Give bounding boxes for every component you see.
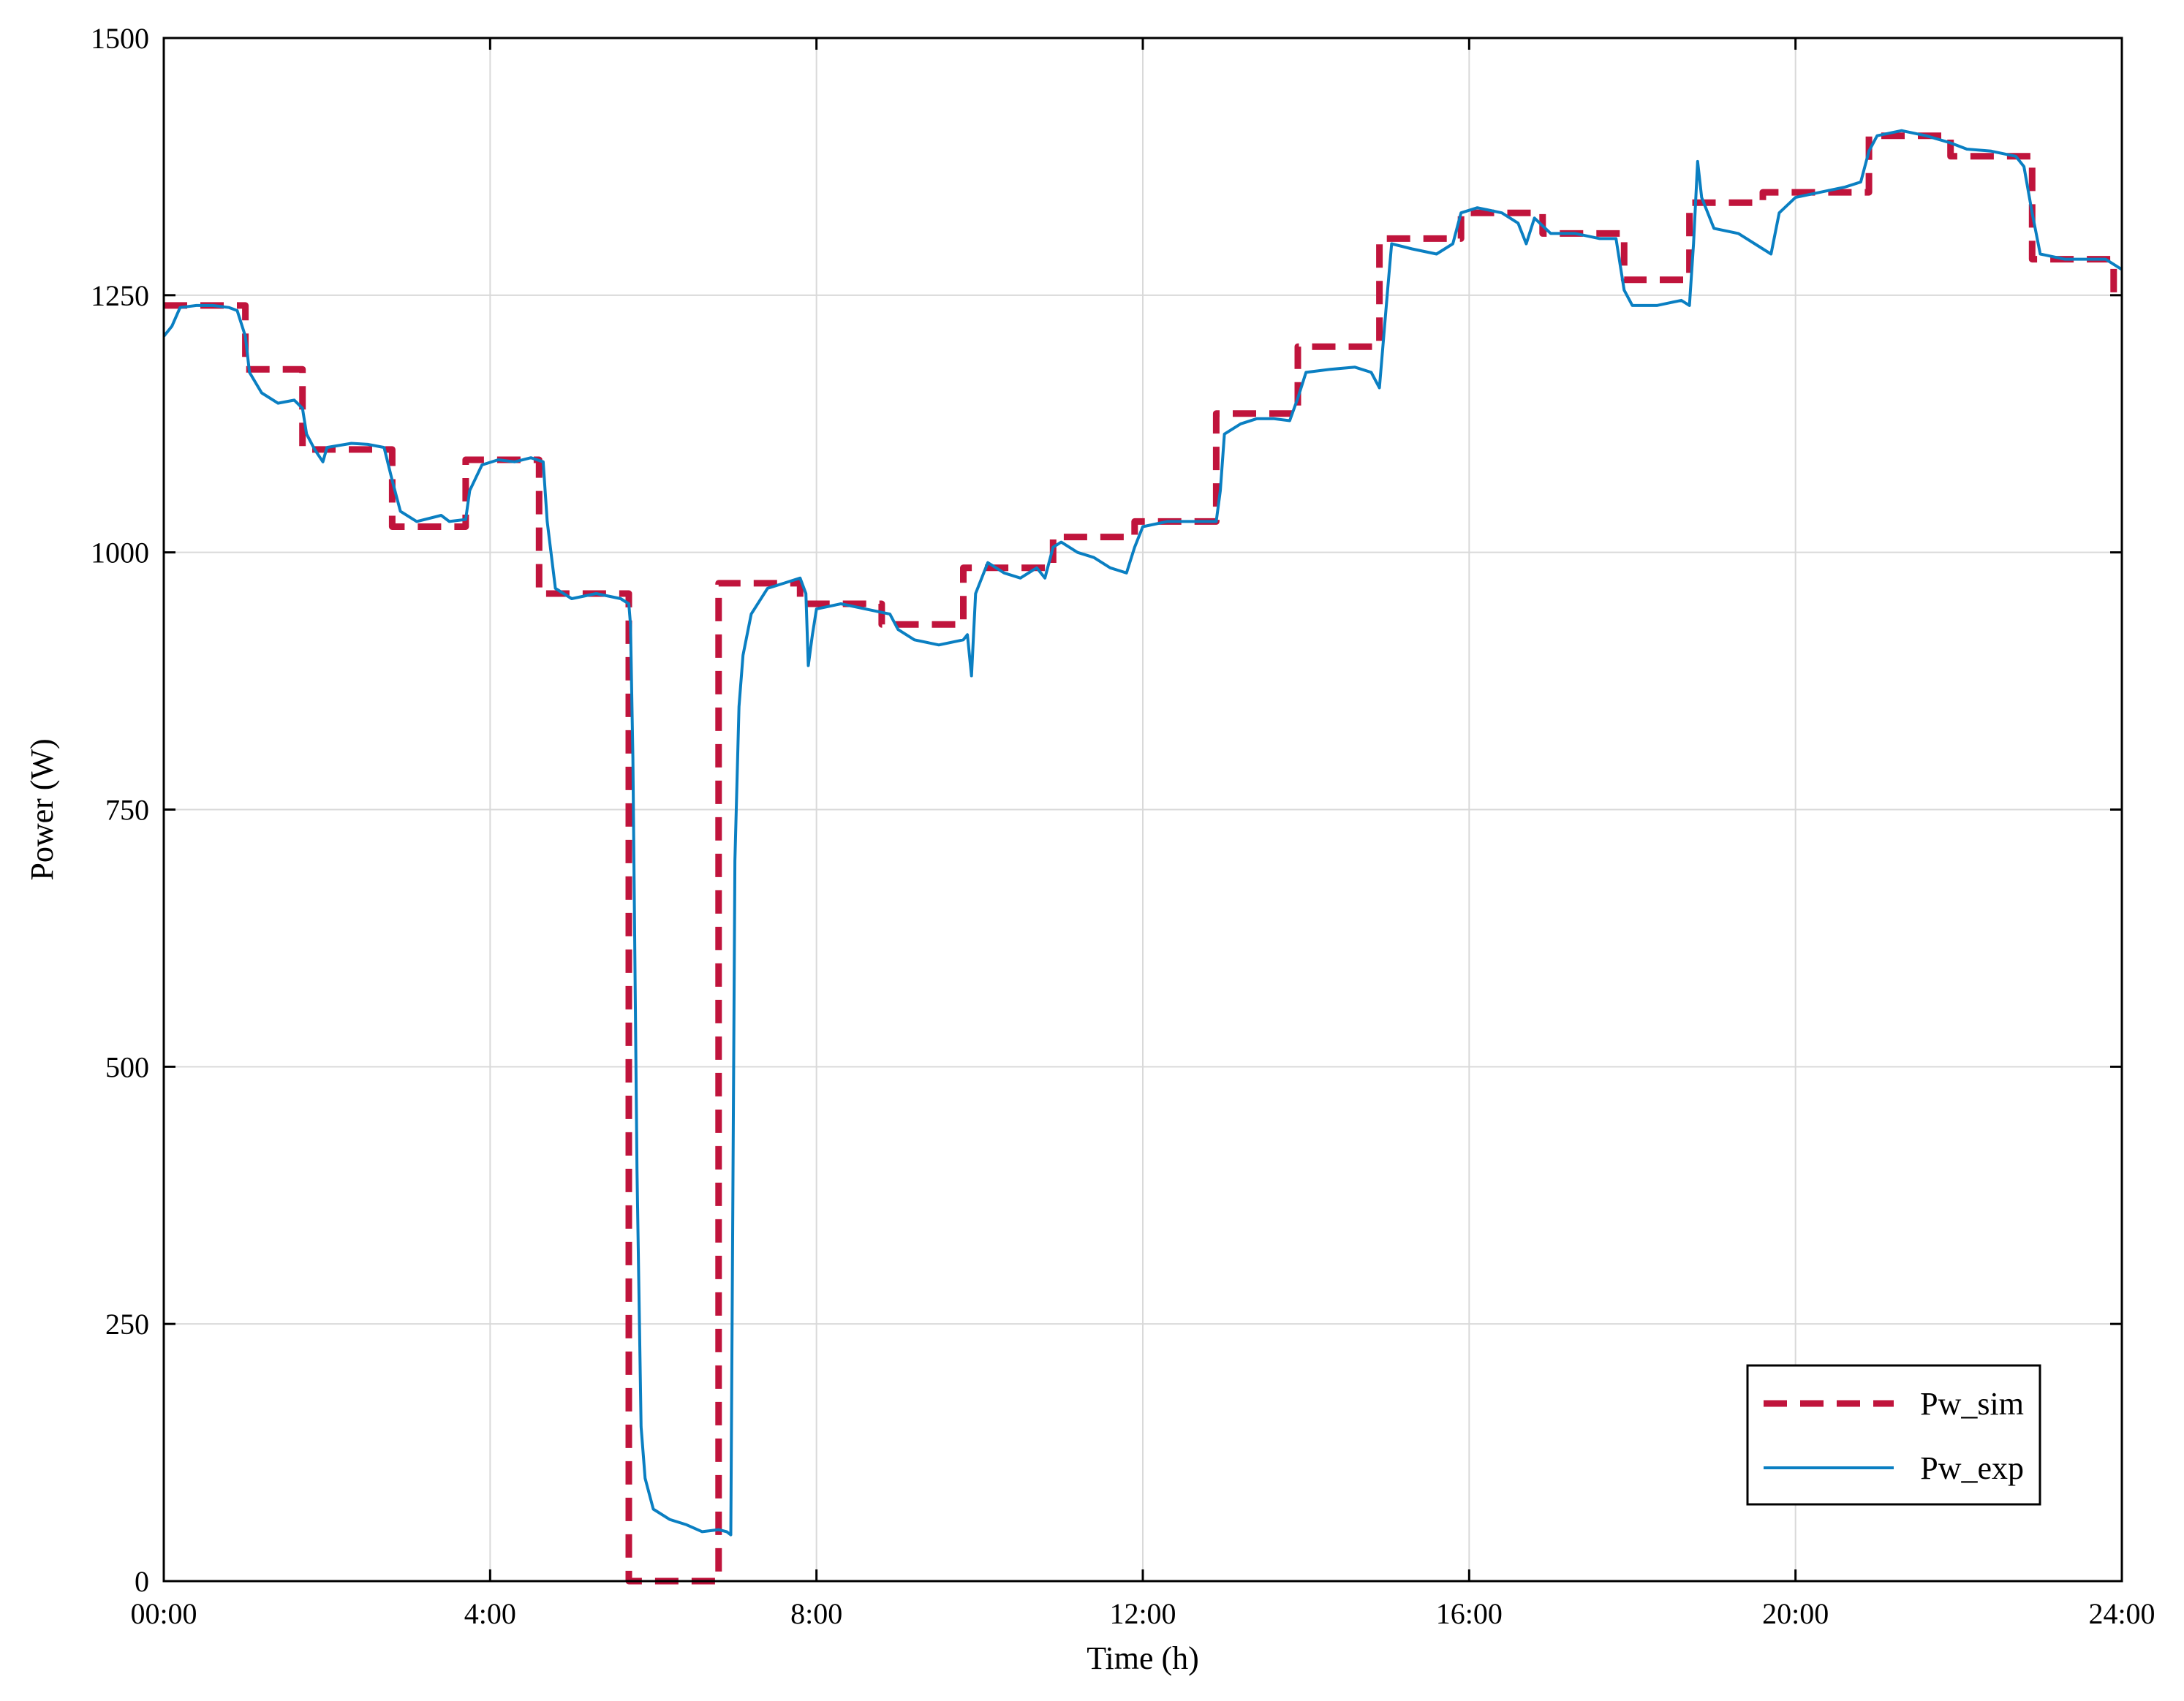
series-line-pw-exp bbox=[162, 129, 2123, 1537]
legend-label-pw-exp: Pw_exp bbox=[1920, 1450, 2024, 1486]
x-tick-label: 00:00 bbox=[130, 1597, 197, 1630]
x-tick-label: 24:00 bbox=[2088, 1597, 2155, 1630]
x-axis-label: Time (h) bbox=[1087, 1640, 1199, 1676]
x-tick-label: 12:00 bbox=[1109, 1597, 1176, 1630]
legend-label-pw-sim: Pw_sim bbox=[1920, 1386, 2024, 1422]
y-tick-label: 750 bbox=[105, 794, 149, 827]
x-tick-label: 16:00 bbox=[1436, 1597, 1503, 1630]
x-tick-label: 4:00 bbox=[464, 1597, 516, 1630]
y-axis-label: Power (W) bbox=[24, 738, 60, 880]
x-tick-label: 20:00 bbox=[1762, 1597, 1829, 1630]
series-layer bbox=[162, 129, 2123, 1585]
y-tick-label: 500 bbox=[105, 1050, 149, 1083]
legend-box bbox=[1746, 1364, 2041, 1506]
x-tick-label: 8:00 bbox=[790, 1597, 842, 1630]
tick-layer: 00:00 4:00 8:00 12:00 16:00 20:00 24:00 0 250 500… bbox=[91, 22, 2155, 1630]
y-tick-label: 1500 bbox=[91, 22, 149, 55]
legend: Pw_sim Pw_exp bbox=[1746, 1364, 2041, 1506]
y-tick-label: 1000 bbox=[91, 537, 149, 569]
y-tick-label: 0 bbox=[135, 1565, 149, 1598]
y-tick-label: 1250 bbox=[91, 279, 149, 312]
y-tick-label: 250 bbox=[105, 1308, 149, 1341]
